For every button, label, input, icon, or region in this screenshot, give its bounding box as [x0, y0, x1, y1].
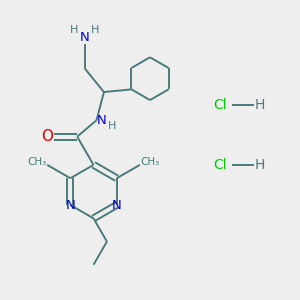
Text: Cl: Cl	[213, 158, 227, 172]
Text: H: H	[255, 98, 265, 112]
Text: CH₃: CH₃	[27, 158, 46, 167]
Text: H: H	[70, 25, 78, 34]
Text: H: H	[108, 121, 116, 130]
Text: N: N	[80, 32, 89, 44]
Text: N: N	[112, 199, 122, 212]
Text: CH₃: CH₃	[141, 158, 160, 167]
Text: O: O	[41, 129, 53, 144]
Text: N: N	[65, 199, 75, 212]
Text: Cl: Cl	[213, 98, 227, 112]
Text: H: H	[255, 158, 265, 172]
Text: H: H	[91, 25, 99, 34]
Text: N: N	[97, 114, 107, 127]
